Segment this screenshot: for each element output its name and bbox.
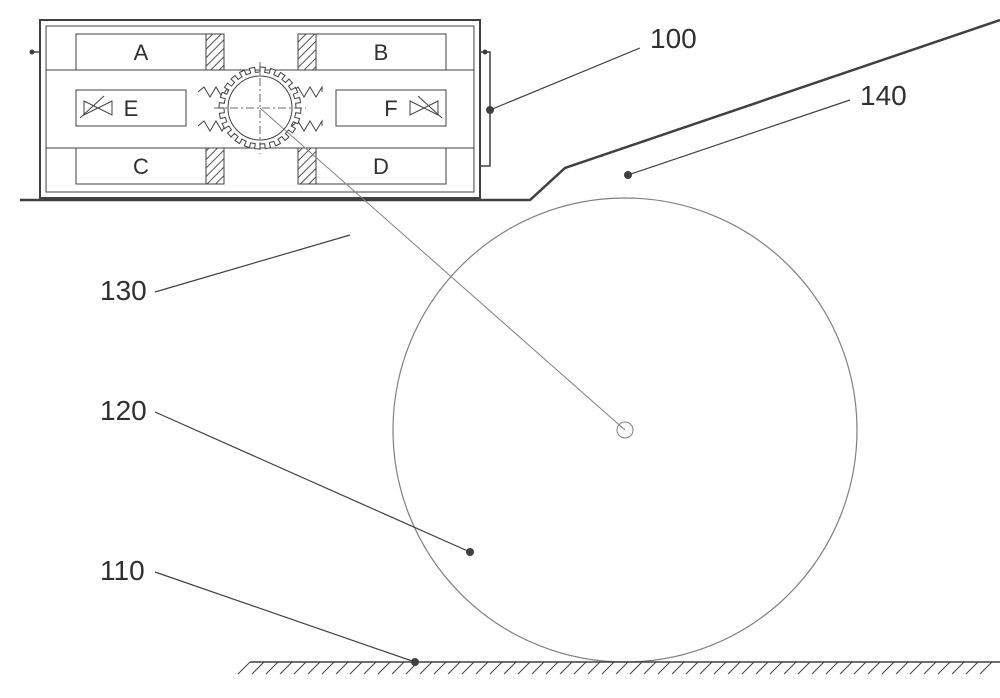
diagram-svg: A B C D E F 100 140 130 120 110 [0,0,1000,698]
hatch-block [298,34,316,70]
cell-label-b: B [374,40,389,65]
callout-100: 100 [650,23,697,54]
leader-dot-120 [466,548,474,556]
callout-120: 120 [100,395,147,426]
leader-dot-140 [624,171,632,179]
leader-130 [155,235,350,292]
callout-130: 130 [100,275,147,306]
leader-140 [628,100,850,175]
leader-dot-100 [486,106,494,114]
cell-label-d: D [373,154,389,179]
hatch-block [298,148,316,184]
hatch-block [206,148,224,184]
body-line [20,20,1000,200]
cell-label-e: E [124,96,139,121]
callout-110: 110 [100,555,145,586]
cell-label-c: C [133,154,149,179]
link-130 [260,108,625,430]
cell-label-f: F [384,96,397,121]
leader-110 [155,572,415,662]
leader-dot-110 [411,658,419,666]
leader-120 [155,412,470,552]
callout-140: 140 [860,80,907,111]
leader-100 [490,48,640,110]
hatch-block [206,34,224,70]
cell-label-a: A [134,40,149,65]
valve-icon [80,96,112,118]
valve-icon [410,96,442,118]
